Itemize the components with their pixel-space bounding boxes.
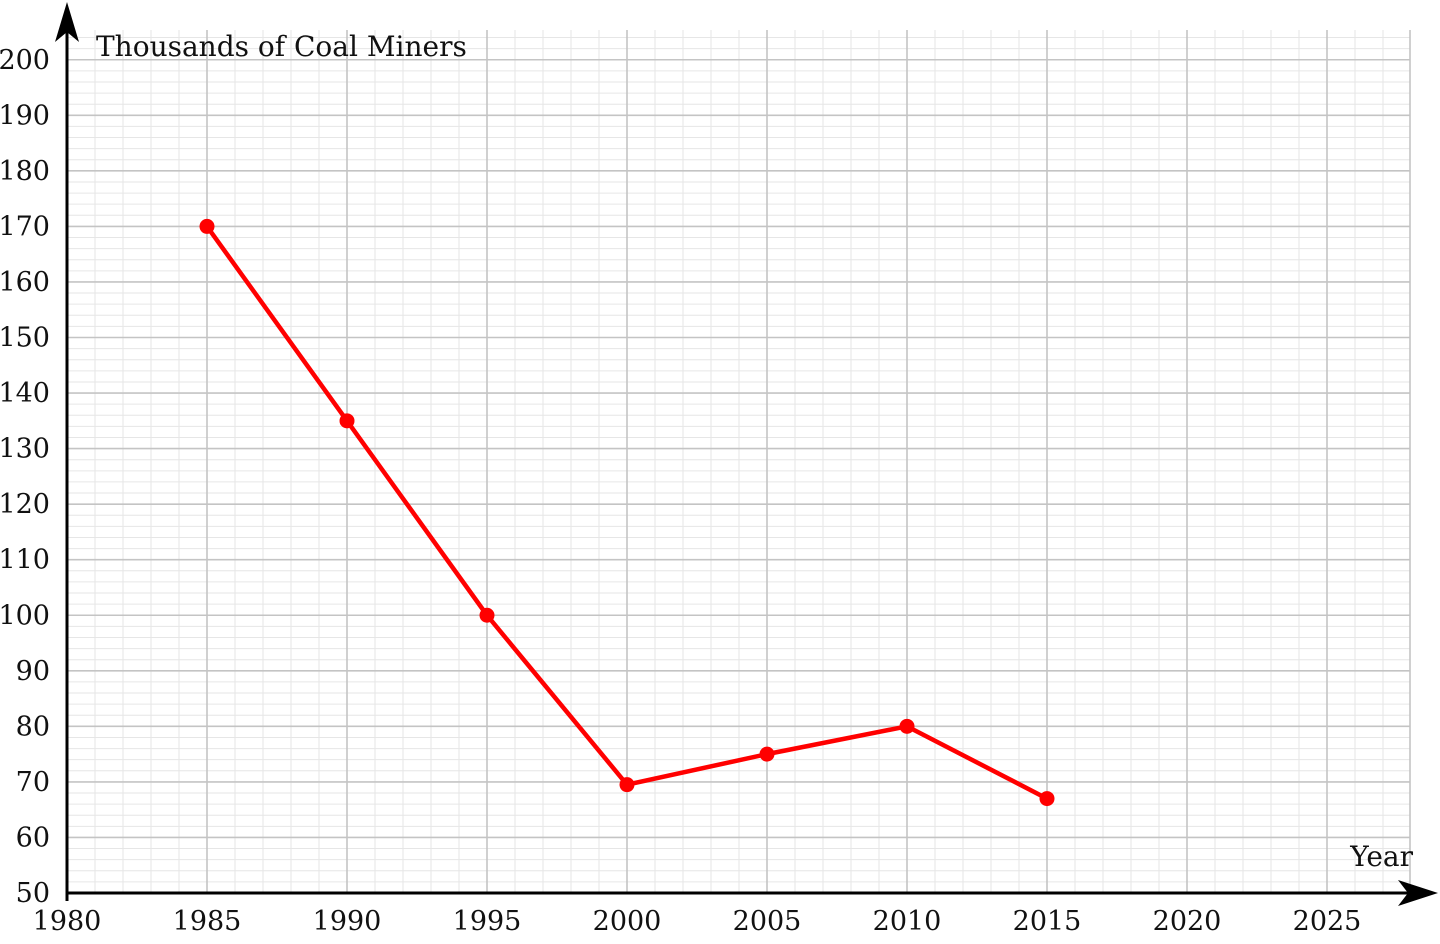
x-axis-title: Year	[1349, 840, 1413, 873]
y-tick-label: 130	[0, 434, 50, 465]
y-tick-labels: 50 60 70 80 90 100 110 120 130 140 150 160 170 180 190…	[0, 45, 50, 909]
axes	[55, 2, 1438, 906]
x-axis-arrow-icon	[1398, 880, 1438, 906]
data-point	[199, 218, 215, 234]
major-grid	[67, 30, 1411, 893]
data-point	[759, 746, 775, 762]
y-tick-label: 200	[0, 45, 50, 76]
x-tick-label: 2005	[733, 906, 802, 937]
data-point	[619, 777, 635, 793]
x-tick-label: 2020	[1153, 906, 1222, 937]
x-tick-label: 2015	[1013, 906, 1082, 937]
y-axis-arrow-icon	[55, 2, 79, 42]
y-tick-label: 190	[0, 100, 50, 131]
data-point	[1039, 791, 1055, 807]
data-point	[339, 413, 355, 429]
data-point	[479, 607, 495, 623]
y-tick-label: 70	[16, 767, 50, 798]
y-tick-label: 160	[0, 267, 50, 298]
minor-grid	[67, 30, 1410, 893]
x-tick-label: 2000	[593, 906, 662, 937]
y-tick-label: 50	[16, 878, 50, 909]
x-tick-label: 2010	[873, 906, 942, 937]
y-tick-label: 140	[0, 378, 50, 409]
series-layer	[199, 218, 1055, 807]
x-tick-label: 1990	[313, 906, 382, 937]
x-tick-label: 2025	[1293, 906, 1362, 937]
x-tick-label: 1980	[33, 906, 102, 937]
x-tick-labels: 1980 1985 1990 1995 2000 2005 2010 2015 2020 2025	[33, 906, 1362, 937]
y-tick-label: 120	[0, 489, 50, 520]
y-tick-label: 100	[0, 600, 50, 631]
x-tick-label: 1985	[173, 906, 242, 937]
y-tick-label: 170	[0, 211, 50, 242]
y-tick-label: 80	[16, 711, 50, 742]
x-tick-label: 1995	[453, 906, 522, 937]
y-tick-label: 110	[0, 545, 50, 576]
y-tick-label: 150	[0, 323, 50, 354]
y-tick-label: 90	[16, 656, 50, 687]
y-tick-label: 180	[0, 156, 50, 187]
data-point	[899, 718, 915, 734]
y-tick-label: 60	[16, 822, 50, 853]
y-axis-title: Thousands of Coal Miners	[96, 30, 467, 63]
